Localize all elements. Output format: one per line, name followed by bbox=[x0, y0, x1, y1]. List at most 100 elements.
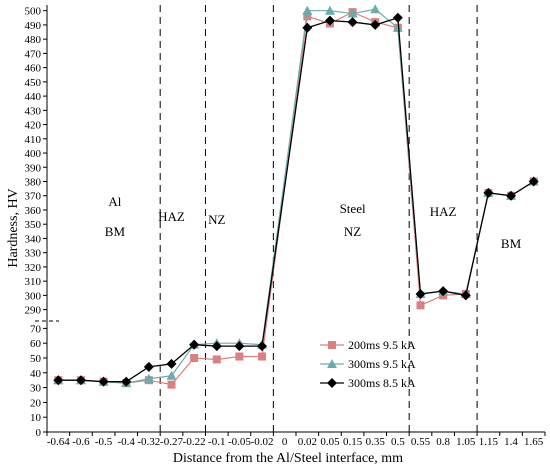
legend-label: 200ms 9.5 kA bbox=[348, 338, 416, 352]
legend-item: 300ms 9.5 kA bbox=[320, 357, 416, 371]
data-point bbox=[528, 176, 539, 187]
data-point bbox=[324, 15, 335, 26]
data-point bbox=[347, 8, 358, 18]
x-tick-label: -0.02 bbox=[251, 436, 274, 448]
data-point bbox=[167, 380, 176, 389]
y-tick-label: 40 bbox=[30, 368, 42, 380]
x-tick-label: 0.05 bbox=[320, 436, 340, 448]
y-tick-label: 380 bbox=[25, 177, 42, 189]
data-point bbox=[438, 286, 449, 297]
data-point bbox=[143, 361, 154, 372]
data-point bbox=[211, 341, 222, 352]
y-tick-label: 480 bbox=[25, 34, 42, 46]
zone-label: BM bbox=[501, 236, 522, 251]
x-tick-label: -0.64 bbox=[47, 436, 70, 448]
x-tick-label: 0.15 bbox=[343, 436, 363, 448]
y-tick-label: 300 bbox=[25, 290, 42, 302]
zone-label: NZ bbox=[208, 212, 225, 227]
data-point bbox=[235, 352, 244, 361]
data-point bbox=[257, 341, 268, 352]
y-tick-label: 430 bbox=[25, 105, 42, 117]
y-tick-label: 0 bbox=[36, 427, 42, 439]
y-tick-label: 400 bbox=[25, 148, 42, 160]
series bbox=[54, 8, 538, 389]
y-tick-label: 390 bbox=[25, 162, 42, 174]
legend-label: 300ms 8.5 kA bbox=[348, 376, 416, 390]
x-tick-label: -0.22 bbox=[183, 436, 206, 448]
y-tick-label: 320 bbox=[25, 262, 42, 274]
x-tick-label: -0.05 bbox=[228, 436, 251, 448]
y-tick-label: 310 bbox=[25, 276, 42, 288]
data-point bbox=[416, 301, 425, 310]
data-point bbox=[258, 352, 267, 361]
y-tick-label: 420 bbox=[25, 120, 42, 132]
data-point bbox=[302, 5, 313, 15]
zone-label: HAZ bbox=[430, 204, 457, 219]
legend-item: 300ms 8.5 kA bbox=[320, 376, 416, 390]
data-point bbox=[234, 341, 245, 352]
x-tick-label: 0.5 bbox=[391, 436, 405, 448]
legend-label: 300ms 9.5 kA bbox=[348, 357, 416, 371]
x-tick-label: -0.5 bbox=[95, 436, 113, 448]
x-tick-label: 1.15 bbox=[479, 436, 499, 448]
data-point bbox=[392, 12, 403, 23]
y-tick-label: 290 bbox=[25, 305, 42, 317]
data-point bbox=[324, 5, 335, 15]
series-line bbox=[58, 8, 535, 384]
x-tick-label: 0.8 bbox=[436, 436, 450, 448]
data-point bbox=[327, 359, 337, 368]
y-tick-label: 450 bbox=[25, 77, 42, 89]
zone-label: Al bbox=[108, 194, 121, 209]
x-tick-label: 0.55 bbox=[411, 436, 431, 448]
y-tick-label: 470 bbox=[25, 48, 42, 60]
data-point bbox=[53, 375, 64, 386]
x-tick-label: 0.02 bbox=[298, 436, 317, 448]
y-tick-label: 440 bbox=[25, 91, 42, 103]
y-tick-label: 340 bbox=[25, 233, 42, 245]
y-tick-label: 500 bbox=[25, 6, 42, 18]
y-tick-label: 350 bbox=[25, 219, 42, 231]
data-point bbox=[370, 19, 381, 30]
y-tick-label: 410 bbox=[25, 134, 42, 146]
data-point bbox=[460, 290, 471, 301]
x-tick-label: 1.05 bbox=[456, 436, 476, 448]
y-tick-label: 370 bbox=[25, 191, 42, 203]
data-point bbox=[121, 376, 132, 387]
y-tick-label: 330 bbox=[25, 248, 42, 260]
x-tick-label: -0.4 bbox=[118, 436, 136, 448]
y-tick-label: 20 bbox=[30, 397, 42, 409]
data-point bbox=[166, 358, 177, 369]
zone-label: NZ bbox=[344, 224, 361, 239]
x-tick-label: -0.32 bbox=[137, 436, 160, 448]
data-point bbox=[483, 187, 494, 198]
x-tick-label: 0 bbox=[282, 436, 288, 448]
zone-labels: Al BM HAZ NZ Steel NZ HAZ BM bbox=[105, 194, 522, 251]
zone-label: HAZ bbox=[158, 209, 185, 224]
y-tick-label: 490 bbox=[25, 20, 42, 32]
data-point bbox=[75, 375, 86, 386]
x-tick-label: 1.65 bbox=[524, 436, 544, 448]
data-point bbox=[143, 373, 154, 383]
series bbox=[53, 4, 539, 388]
series-group bbox=[53, 4, 539, 389]
axes: 0 10 20 30 40 50 60 70 290 300 310 320 330 340 350 360 3… bbox=[25, 5, 546, 448]
data-point bbox=[370, 4, 381, 14]
y-axis-title-group: Hardness, HV bbox=[6, 188, 21, 267]
data-point bbox=[190, 354, 199, 362]
data-point bbox=[328, 341, 336, 349]
x-tick-label: -0.6 bbox=[72, 436, 90, 448]
y-tick-label: 360 bbox=[25, 205, 42, 217]
data-point bbox=[415, 288, 426, 299]
y-tick-label: 30 bbox=[30, 383, 42, 395]
y-axis-title: Hardness, HV bbox=[6, 188, 21, 267]
data-point bbox=[392, 22, 403, 32]
legend-item: 200ms 9.5 kA bbox=[320, 338, 416, 352]
series-line bbox=[58, 16, 535, 383]
x-axis-title: Distance from the Al/Steel interface, mm bbox=[173, 451, 403, 466]
x-tick-label: -0.27 bbox=[160, 436, 183, 448]
data-point bbox=[506, 190, 517, 201]
x-tick-label: -0.1 bbox=[208, 436, 225, 448]
y-tick-label: 460 bbox=[25, 63, 42, 75]
y-tick-label: 10 bbox=[30, 412, 42, 424]
